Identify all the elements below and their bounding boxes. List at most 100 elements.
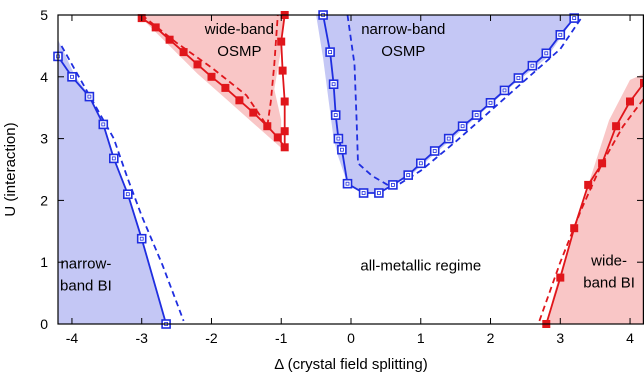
y-tick-label-0: 0 [40, 316, 48, 332]
x-tick-label-8: 4 [626, 330, 634, 346]
marker-inner-blue-left-solid-1 [70, 74, 74, 79]
marker-blue-center-solid-10 [403, 170, 414, 180]
marker-blue-left-solid-2 [84, 91, 95, 102]
y-tick-label-1: 1 [40, 254, 48, 270]
marker-inner-blue-center-solid-13 [446, 136, 451, 141]
series-red-right-solid [545, 82, 644, 324]
x-tick-label-4: 0 [347, 330, 355, 346]
region-wide-band-bi [546, 73, 644, 324]
marker-red-osmp-solid-8 [249, 108, 258, 117]
region-narrow-band-osmp [316, 15, 578, 193]
marker-red-right-solid-6 [626, 97, 634, 106]
marker-inner-blue-center-solid-22 [572, 16, 577, 21]
marker-inner-blue-center-solid-11 [418, 161, 423, 166]
axis-tick-labels: -4 -3 -2 -1 0 1 2 3 4 0 1 2 3 4 5 [40, 7, 634, 346]
marker-red-osmp-solid-3 [179, 48, 188, 57]
marker-red-osmp-solid-14 [278, 66, 287, 75]
marker-inner-blue-center-solid-8 [376, 191, 381, 195]
y-tick-label-5: 5 [40, 7, 48, 23]
y-tick-label-3: 3 [40, 131, 48, 147]
marker-red-right-solid-5 [612, 122, 621, 131]
marker-red-osmp-solid-15 [277, 37, 286, 46]
marker-inner-blue-left-solid-3 [101, 122, 106, 127]
label-narrow-band-osmp-line-1: OSMP [381, 43, 425, 60]
marker-blue-center-solid-8 [374, 188, 384, 198]
marker-blue-center-solid-11 [415, 158, 426, 169]
marker-inner-blue-left-solid-6 [139, 236, 144, 241]
marker-inner-blue-left-solid-2 [87, 94, 92, 99]
annotation-all-metallic-regime: all-metallic regime [360, 257, 481, 274]
marker-blue-center-solid-18 [513, 73, 524, 83]
marker-blue-center-solid-6 [342, 178, 353, 189]
marker-red-osmp-solid-13 [280, 97, 289, 106]
x-tick-label-7: 3 [556, 330, 564, 346]
marker-blue-center-solid-13 [443, 133, 454, 144]
marker-blue-left-solid-3 [98, 119, 109, 130]
label-wide-band-osmp-line-0: wide-band [204, 21, 274, 38]
marker-blue-center-solid-3 [330, 110, 341, 120]
marker-red-osmp-solid-12 [280, 127, 289, 136]
marker-inner-blue-center-solid-18 [516, 76, 521, 80]
marker-red-osmp-solid-11 [280, 143, 289, 152]
marker-red-right-solid-3 [584, 180, 593, 189]
marker-blue-left-solid-4 [109, 153, 119, 164]
marker-blue-center-solid-7 [358, 188, 369, 198]
marker-blue-center-solid-1 [325, 47, 335, 57]
label-narrow-band-bi-line-1: band BI [60, 278, 112, 295]
marker-blue-left-solid-5 [123, 189, 133, 199]
y-tick-label-2: 2 [40, 192, 48, 208]
marker-inner-blue-center-solid-20 [544, 51, 549, 56]
data-markers [53, 10, 644, 329]
marker-blue-center-solid-22 [569, 13, 580, 23]
phase-regions [58, 15, 644, 324]
marker-inner-blue-left-solid-4 [111, 156, 116, 161]
marker-inner-blue-center-solid-9 [390, 182, 395, 187]
label-wide-band-bi-line-0: wide- [590, 253, 627, 270]
marker-blue-center-solid-14 [457, 121, 468, 131]
x-tick-label-3: -1 [275, 330, 288, 346]
marker-blue-center-solid-4 [333, 133, 344, 144]
marker-inner-blue-center-solid-2 [331, 82, 336, 87]
marker-blue-center-solid-15 [471, 110, 482, 120]
marker-red-right-solid-4 [598, 159, 607, 168]
marker-blue-center-solid-21 [555, 29, 566, 40]
marker-blue-center-solid-20 [541, 48, 552, 59]
marker-blue-center-solid-12 [429, 146, 440, 156]
x-tick-label-5: 1 [417, 330, 425, 346]
marker-inner-blue-center-solid-15 [474, 113, 479, 117]
label-narrow-band-osmp-line-0: narrow-band [361, 21, 445, 38]
marker-blue-left-solid-1 [67, 72, 77, 82]
marker-inner-blue-center-solid-5 [339, 147, 344, 152]
marker-inner-blue-center-solid-19 [530, 63, 535, 68]
marker-inner-blue-left-solid-5 [125, 192, 130, 197]
marker-blue-left-solid-6 [136, 233, 147, 244]
label-wide-band-osmp: wide-band OSMP [204, 21, 274, 60]
marker-blue-center-solid-9 [388, 180, 398, 190]
label-wide-band-bi: wide-band BI [583, 253, 635, 292]
x-tick-label-1: -3 [135, 330, 148, 346]
marker-red-osmp-solid-10 [273, 133, 282, 142]
y-tick-label-4: 4 [40, 69, 48, 85]
marker-red-right-solid-7 [640, 79, 644, 87]
marker-inner-blue-center-solid-6 [345, 181, 350, 186]
marker-red-right-solid-2 [570, 224, 579, 233]
y-axis-label: U (interaction) [2, 122, 19, 216]
marker-red-osmp-solid-5 [207, 72, 216, 81]
region-narrow-band-bi [58, 39, 167, 324]
marker-blue-center-solid-5 [337, 144, 347, 155]
marker-inner-blue-center-solid-12 [432, 149, 437, 153]
label-wide-band-osmp-line-1: OSMP [217, 43, 261, 60]
marker-inner-blue-center-solid-14 [460, 124, 465, 129]
label-narrow-band-bi: narrow-band BI [60, 256, 112, 295]
label-narrow-band-bi-line-0: narrow- [60, 256, 111, 273]
x-axis-label: Δ (crystal field splitting) [274, 356, 427, 373]
marker-inner-blue-center-solid-10 [406, 173, 411, 178]
axis-ticks [58, 14, 643, 325]
marker-red-right-solid-1 [556, 273, 565, 282]
marker-inner-blue-center-solid-21 [558, 32, 563, 37]
label-narrow-band-osmp: narrow-band OSMP [361, 21, 445, 60]
marker-red-osmp-solid-7 [235, 96, 244, 105]
marker-red-osmp-solid-1 [151, 23, 160, 32]
marker-blue-center-solid-17 [499, 85, 510, 96]
